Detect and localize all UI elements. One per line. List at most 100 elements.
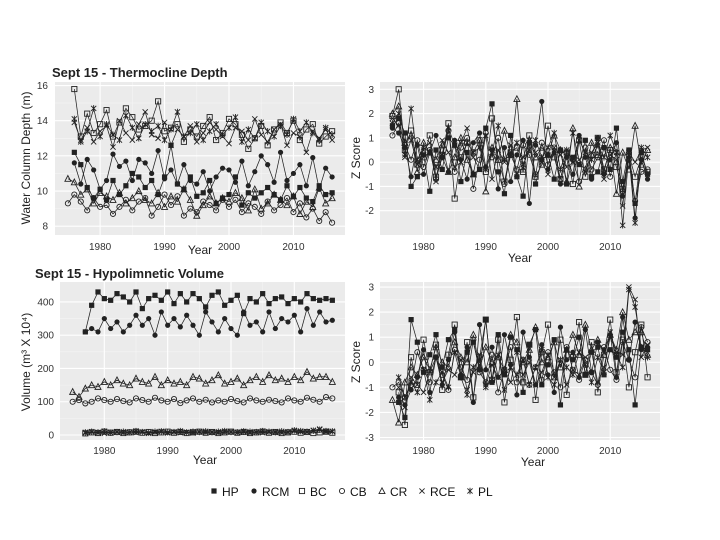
data-point: [618, 307, 627, 316]
legend-label: RCM: [262, 485, 289, 499]
data-point: [285, 301, 291, 307]
data-point: [149, 177, 155, 184]
y-tick-label: 1: [368, 333, 374, 344]
data-point: [395, 110, 402, 117]
data-point: [148, 128, 155, 135]
data-point: [266, 428, 272, 435]
data-point: [395, 374, 402, 381]
data-point: [408, 354, 415, 361]
data-point: [152, 292, 158, 298]
data-point: [247, 296, 253, 302]
data-point: [135, 186, 143, 195]
data-point: [501, 372, 508, 378]
data-point: [232, 179, 239, 185]
data-point: [507, 151, 514, 159]
data-point: [251, 116, 258, 122]
data-point: [582, 371, 589, 378]
data-point: [638, 149, 644, 156]
data-point: [464, 376, 471, 383]
data-point: [127, 299, 133, 305]
data-point: [557, 324, 564, 330]
data-point: [201, 379, 210, 387]
data-point: [545, 362, 551, 368]
data-point: [226, 167, 232, 173]
data-point: [513, 371, 520, 378]
data-point: [187, 129, 194, 137]
data-point: [513, 166, 520, 173]
x-tick-label: 2000: [537, 242, 560, 253]
data-point: [226, 124, 232, 131]
data-point: [632, 319, 638, 325]
legend-item-cb: CB: [338, 485, 367, 499]
data-point: [644, 168, 651, 175]
data-point: [557, 166, 564, 173]
data-point: [75, 397, 83, 404]
data-point: [82, 400, 89, 407]
data-point: [180, 133, 187, 140]
y-tick-label: 400: [37, 297, 54, 308]
data-point: [581, 320, 590, 328]
data-point: [413, 167, 422, 175]
data-point: [323, 165, 329, 171]
data-point: [588, 379, 595, 386]
data-point: [532, 137, 539, 144]
data-point: [228, 297, 234, 303]
legend-item-rcm: RCM: [251, 485, 289, 499]
data-point: [264, 138, 271, 145]
data-point: [316, 217, 323, 224]
data-point: [212, 199, 220, 207]
data-point: [296, 133, 303, 140]
data-point: [513, 349, 520, 356]
data-point: [283, 195, 291, 202]
data-point: [114, 291, 120, 297]
data-point: [109, 195, 117, 203]
data-point: [482, 187, 490, 195]
data-point: [251, 203, 258, 210]
data-point: [69, 398, 76, 405]
data-point: [613, 149, 620, 156]
data-point: [82, 429, 89, 436]
data-point: [128, 193, 137, 202]
data-point: [445, 351, 452, 358]
data-point: [451, 141, 458, 149]
data-point: [607, 328, 614, 336]
data-point: [569, 158, 576, 166]
series-rcm: [82, 306, 335, 338]
data-point: [619, 364, 626, 371]
data-point: [213, 207, 220, 214]
data-point: [323, 191, 329, 198]
data-point: [457, 139, 464, 146]
data-point: [569, 330, 577, 338]
data-point: [557, 336, 564, 343]
data-point: [644, 176, 651, 182]
data-point: [227, 377, 235, 385]
data-point: [620, 178, 626, 185]
data-point: [77, 190, 85, 198]
data-point: [631, 327, 639, 336]
data-point: [464, 139, 471, 146]
data-point: [576, 334, 582, 340]
data-point: [470, 140, 476, 146]
data-point: [426, 396, 433, 404]
series-line: [85, 428, 333, 434]
data-point: [142, 121, 149, 128]
data-point: [68, 387, 77, 395]
data-point: [544, 321, 552, 328]
data-point: [304, 291, 310, 297]
data-point: [122, 199, 130, 207]
data-point: [163, 375, 172, 384]
data-point: [133, 427, 139, 435]
data-point: [200, 190, 206, 196]
data-point: [587, 138, 596, 146]
data-point: [501, 144, 508, 151]
data-point: [161, 136, 168, 144]
data-point: [618, 148, 627, 156]
data-point: [394, 418, 403, 426]
data-point: [253, 299, 259, 305]
data-point: [451, 321, 458, 328]
data-point: [81, 384, 90, 392]
data-point: [110, 131, 116, 138]
x-tick-label: 1990: [475, 242, 498, 253]
series-group: [388, 86, 652, 229]
data-point: [582, 361, 589, 368]
